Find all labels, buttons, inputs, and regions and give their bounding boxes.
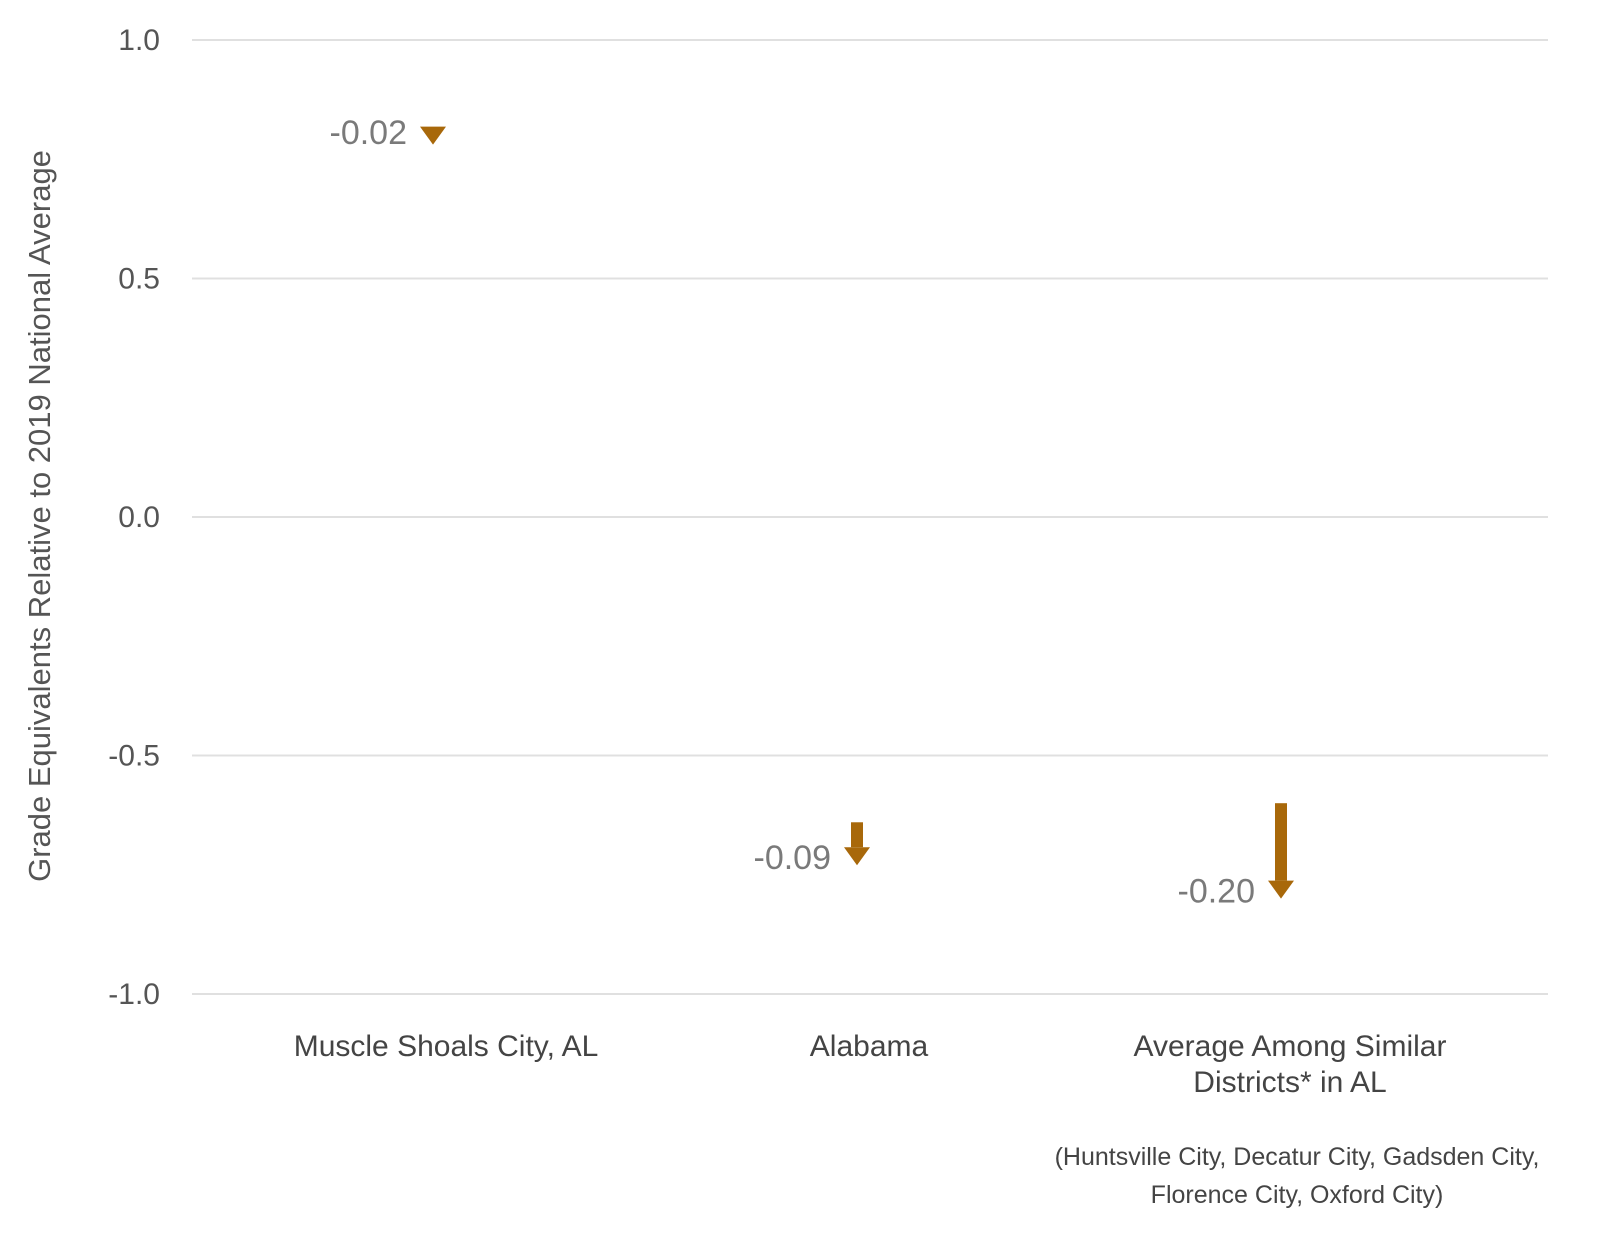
y-axis-label: Grade Equivalents Relative to 2019 Natio… [22,150,57,882]
arrow-head [844,847,870,866]
footnote-line: Florence City, Oxford City) [1151,1181,1444,1209]
y-tick-label: -0.5 [108,740,160,773]
x-category-label: Alabama [810,1030,929,1063]
data-label: -0.09 [754,839,832,877]
arrow-head [420,126,446,145]
y-tick-label: -1.0 [108,978,160,1011]
x-axis-categories: Muscle Shoals City, AL Alabama Average Amo… [294,1030,1447,1099]
y-tick-label: 0.0 [118,501,160,534]
x-category-label: Average Among Similar [1134,1030,1447,1063]
grid-lines [192,39,1548,995]
y-tick-label: 0.5 [118,263,160,296]
y-axis-ticks: 1.0 0.5 0.0 -0.5 -1.0 [108,24,160,1011]
data-label: -0.02 [330,114,408,152]
arrow-head [1268,880,1294,899]
arrows: -0.02 -0.09 -0.20 [330,114,1294,911]
footnote-line: (Huntsville City, Decatur City, Gadsden … [1055,1143,1540,1171]
x-category-label: Muscle Shoals City, AL [294,1030,599,1063]
x-category-label: Districts* in AL [1193,1066,1386,1099]
arrow-shaft [851,822,863,848]
footnote: (Huntsville City, Decatur City, Gadsden … [1055,1143,1540,1209]
arrow-shaft [1275,803,1287,881]
y-tick-label: 1.0 [118,24,160,57]
data-label: -0.20 [1178,873,1256,911]
